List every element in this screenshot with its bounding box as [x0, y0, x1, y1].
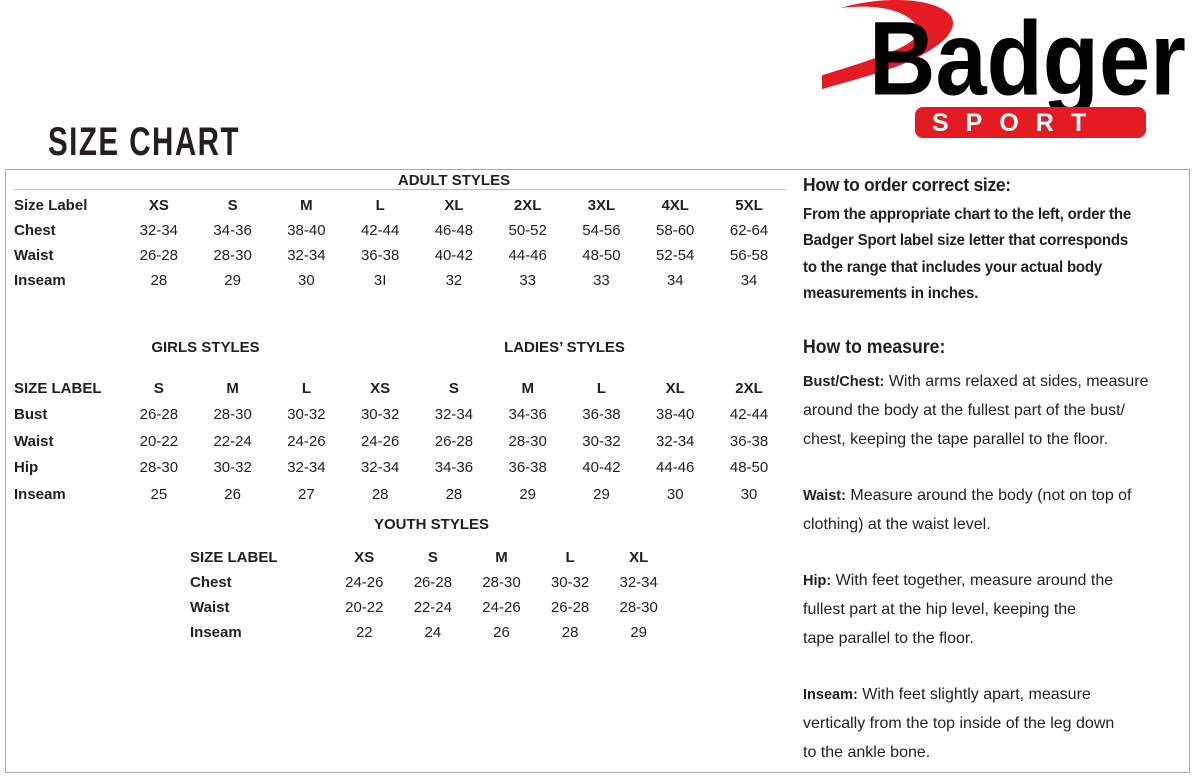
svg-text:SIZE CHART: SIZE CHART	[48, 120, 240, 164]
